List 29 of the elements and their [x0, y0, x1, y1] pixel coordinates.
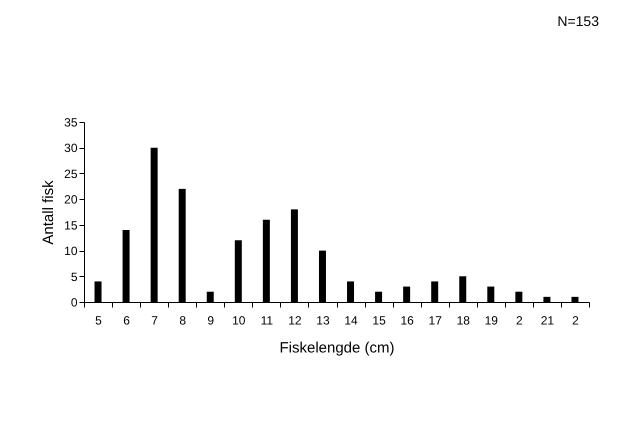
y-axis-title: Antall fisk [40, 180, 58, 245]
x-tick-label: 15 [372, 314, 386, 328]
x-tick-label: 2 [516, 314, 524, 328]
y-tick-label: 35 [64, 116, 78, 130]
x-tick-label: 6 [123, 314, 130, 328]
x-tick-label: 17 [428, 314, 442, 328]
x-tick-label: 16 [400, 314, 414, 328]
x-tick-label: 2 [572, 314, 580, 328]
y-tick-label: 10 [64, 244, 78, 258]
x-tick-label: 14 [344, 314, 358, 328]
x-tick-label: 18 [456, 314, 470, 328]
y-tick-label: 5 [70, 270, 78, 284]
x-tick-label: 5 [95, 314, 102, 328]
y-tick-label: 20 [64, 192, 78, 207]
y-tick-label: 30 [64, 141, 78, 156]
x-tick-label: 11 [260, 314, 274, 328]
x-tick-label: 21 [540, 314, 554, 328]
x-tick-label: 12 [288, 314, 302, 328]
x-tick-label: 9 [207, 314, 214, 328]
y-tick-label: 25 [64, 166, 78, 181]
y-tick-label: 15 [64, 218, 78, 232]
x-tick-label: 10 [232, 314, 246, 328]
x-tick-label: 19 [484, 314, 498, 328]
x-axis-title: Fiskelengde (cm) [279, 340, 395, 356]
x-tick-label: 13 [316, 314, 330, 328]
text: N=153 [557, 13, 600, 29]
y-tick-label: 0 [70, 296, 78, 310]
x-tick-label: 8 [179, 314, 186, 328]
x-tick-label: 7 [151, 314, 158, 328]
